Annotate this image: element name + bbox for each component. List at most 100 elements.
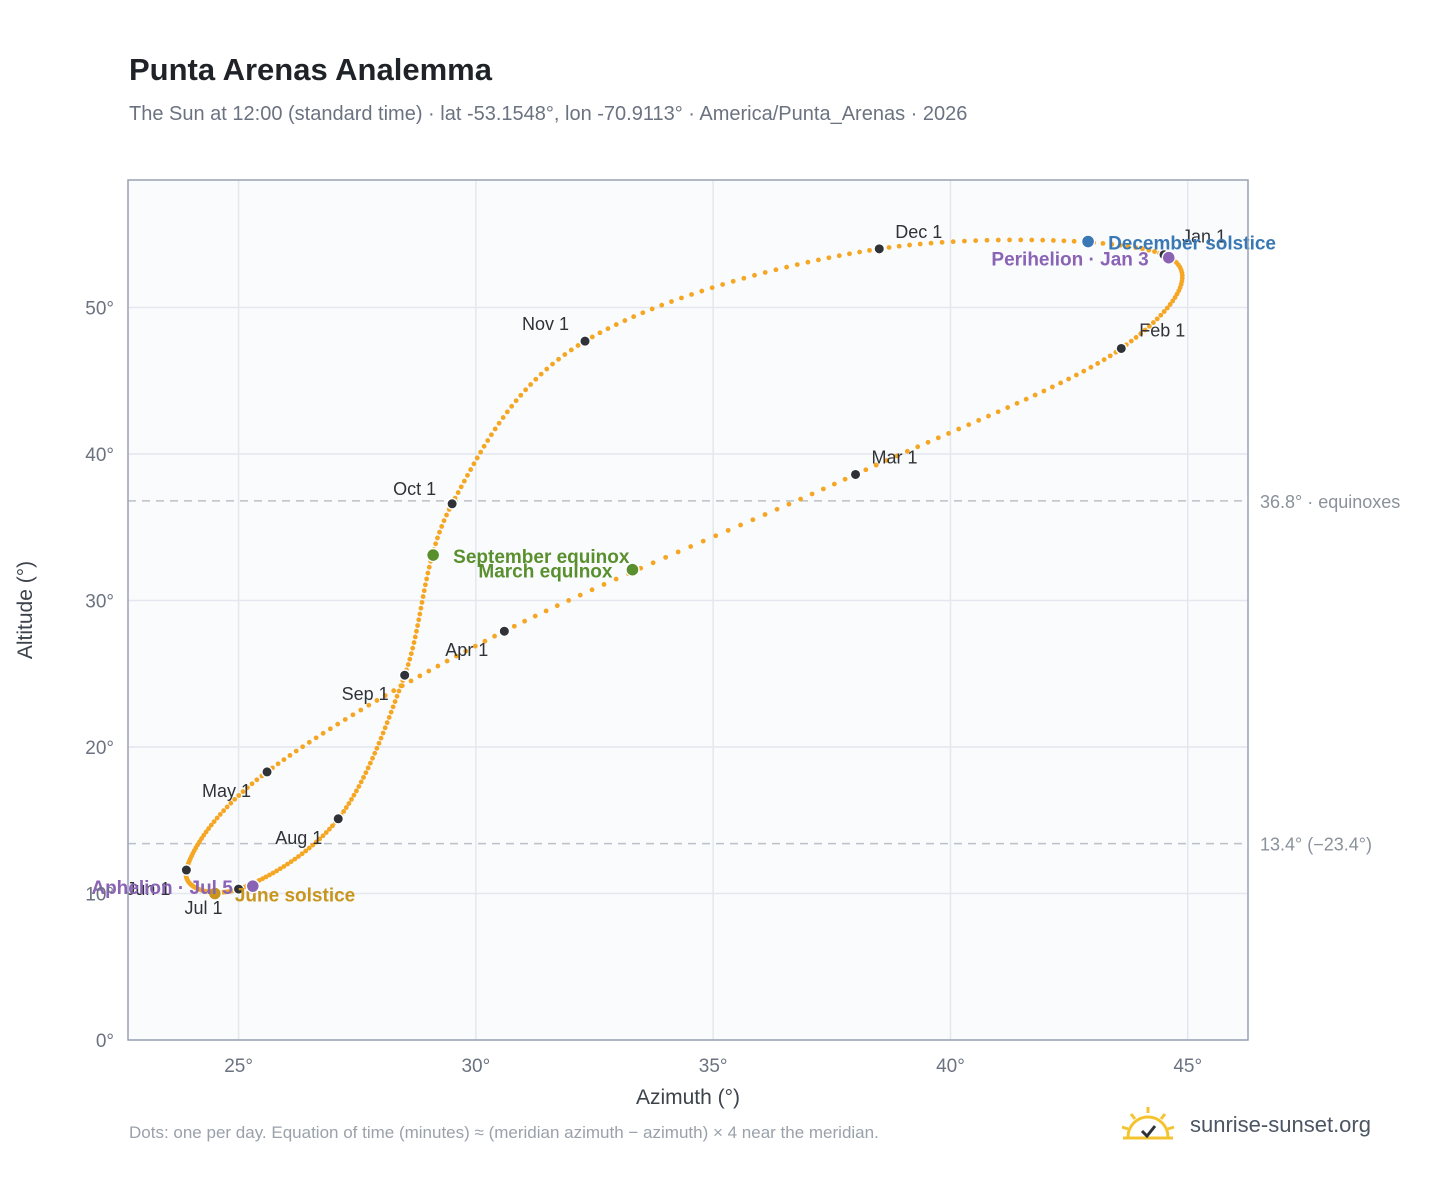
month-label-jul-1: Jul 1: [185, 898, 223, 918]
daily-dot: [1140, 246, 1145, 252]
daily-dot: [820, 486, 826, 492]
daily-dot: [424, 576, 430, 582]
event-marker-perihelion-jan-3: [1161, 250, 1176, 265]
daily-dot: [532, 613, 538, 619]
daily-dot: [437, 529, 442, 535]
daily-dot: [382, 693, 388, 698]
daily-dot: [709, 285, 715, 291]
daily-dot: [649, 306, 655, 312]
month-label-sep-1: Sep 1: [342, 684, 389, 704]
daily-dot: [349, 797, 354, 802]
daily-dot: [458, 484, 464, 490]
daily-dot: [465, 472, 470, 478]
daily-dot: [240, 789, 246, 795]
daily-dot: [236, 793, 242, 798]
month-marker-mar-1: [849, 468, 862, 481]
daily-dot: [426, 668, 432, 674]
daily-dot: [500, 415, 506, 420]
month-marker-dec-1: [873, 242, 886, 255]
daily-dot: [741, 275, 747, 281]
daily-dot: [245, 785, 250, 791]
daily-dot: [1150, 320, 1156, 325]
daily-dot: [444, 658, 450, 664]
sun-logo-icon: [1121, 1107, 1175, 1140]
daily-dot: [423, 582, 428, 588]
daily-dot: [720, 282, 726, 287]
daily-dot: [750, 517, 756, 523]
x-tick-label: 40°: [936, 1056, 965, 1077]
x-tick-label: 35°: [699, 1056, 728, 1077]
daily-dot: [320, 730, 326, 736]
daily-dot: [894, 453, 900, 459]
event-label-september-equinox: September equinox: [453, 547, 630, 568]
daily-dot: [341, 808, 347, 814]
daily-dot: [323, 830, 329, 835]
y-tick-label: 10°: [85, 884, 114, 905]
daily-dot: [663, 554, 669, 560]
daily-dot: [492, 633, 497, 639]
reference-line-label: 13.4° (−23.4°): [1260, 835, 1372, 855]
daily-dot: [1172, 295, 1178, 300]
daily-dot: [650, 560, 656, 566]
daily-dot: [1158, 312, 1164, 318]
daily-dot: [358, 779, 364, 785]
brand-name: sunrise-sunset.org: [1190, 1112, 1371, 1137]
daily-dot: [461, 478, 467, 484]
daily-dot: [904, 448, 910, 454]
daily-dot: [669, 299, 674, 304]
daily-dot: [568, 347, 574, 353]
daily-dot: [1032, 392, 1038, 398]
month-marker-oct-1: [446, 497, 459, 510]
daily-dot: [984, 237, 990, 243]
daily-dot: [435, 663, 441, 669]
daily-dot: [391, 688, 397, 694]
month-label-dec-1: Dec 1: [895, 222, 942, 242]
daily-dot: [1164, 305, 1170, 311]
daily-dot: [356, 784, 362, 789]
daily-dot: [420, 594, 426, 599]
daily-dot: [224, 804, 230, 810]
x-axis-label: Azimuth (°): [636, 1086, 740, 1109]
daily-dot: [453, 653, 459, 659]
daily-dot: [886, 245, 892, 250]
daily-dot: [388, 709, 394, 715]
daily-dot: [496, 420, 502, 426]
daily-dot: [1161, 309, 1167, 314]
daily-dot: [986, 413, 991, 419]
daily-dot: [1146, 323, 1152, 329]
plot-area: [128, 180, 1248, 1040]
daily-dot: [313, 839, 319, 845]
daily-dot: [1073, 372, 1079, 378]
daily-dot: [976, 417, 982, 423]
month-label-nov-1: Nov 1: [522, 314, 569, 334]
daily-dot: [418, 605, 424, 611]
daily-dot: [346, 801, 352, 806]
daily-dot: [786, 501, 792, 507]
daily-dot: [419, 599, 425, 605]
daily-dot: [206, 826, 212, 831]
daily-dot: [601, 582, 607, 587]
month-label-may-1: May 1: [202, 781, 251, 801]
daily-dot: [826, 255, 832, 261]
daily-dot: [1101, 357, 1107, 363]
month-label-feb-1: Feb 1: [1139, 320, 1185, 340]
daily-dot: [350, 712, 356, 718]
daily-dot: [528, 382, 534, 387]
daily-dot: [293, 748, 299, 754]
daily-dot: [809, 491, 815, 497]
daily-dot: [296, 854, 301, 859]
y-tick-label: 50°: [85, 298, 114, 319]
daily-dot: [372, 750, 378, 756]
y-axis-label: Altitude (°): [14, 561, 37, 659]
brand[interactable]: sunrise-sunset.org: [1120, 1103, 1371, 1147]
daily-dot: [566, 598, 572, 603]
daily-dot: [468, 467, 474, 472]
daily-dot: [374, 745, 380, 751]
daily-dot: [351, 792, 357, 798]
daily-dot: [392, 699, 398, 704]
daily-dot: [935, 435, 941, 441]
daily-dot: [232, 796, 238, 802]
month-marker-jul-1: [232, 883, 245, 895]
daily-dot: [884, 458, 889, 463]
daily-dot: [320, 833, 326, 839]
